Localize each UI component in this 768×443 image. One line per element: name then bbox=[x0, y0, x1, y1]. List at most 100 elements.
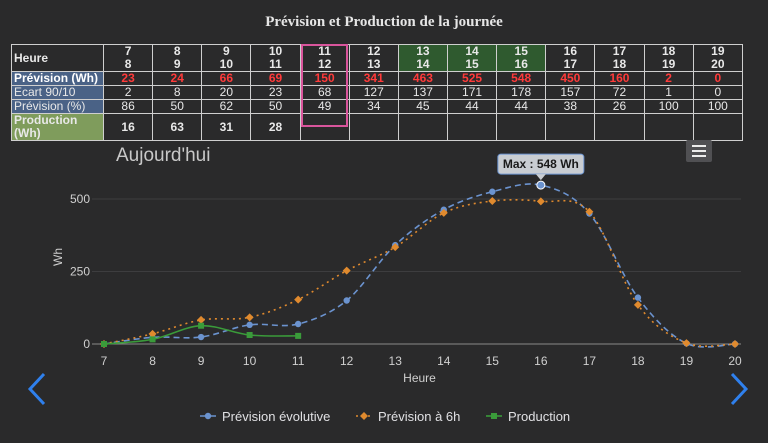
hour-to: 19 bbox=[661, 57, 676, 71]
hour-from: 18 bbox=[661, 44, 676, 58]
table-cell: 1 bbox=[643, 85, 694, 100]
tooltip-text: Max : 548 Wh bbox=[503, 157, 579, 171]
table-cell: 20 bbox=[201, 85, 252, 100]
page-title: Prévision et Production de la journée bbox=[265, 14, 503, 30]
table-cell: 86 bbox=[102, 99, 154, 114]
x-tick-label: 18 bbox=[631, 354, 645, 368]
data-point bbox=[731, 340, 739, 348]
data-point bbox=[633, 300, 642, 309]
table-row: Prévision (Wh) 23 24 66 69 150 341 463 525 548 450… bbox=[11, 71, 744, 86]
legend-marker bbox=[491, 413, 497, 419]
x-tick-label: 10 bbox=[243, 354, 257, 368]
hour-to: 13 bbox=[367, 57, 381, 71]
hour-cell: 16 17 bbox=[545, 44, 596, 72]
table-cell: 137 bbox=[397, 85, 448, 100]
data-point bbox=[295, 332, 302, 339]
table-cell bbox=[299, 113, 350, 141]
data-point bbox=[197, 315, 206, 324]
table-cell: 44 bbox=[496, 99, 547, 114]
table-cell: 38 bbox=[545, 99, 596, 114]
data-point bbox=[245, 313, 254, 322]
row-label: Prévision (%) bbox=[11, 99, 104, 114]
previous-arrow-icon[interactable] bbox=[26, 372, 50, 406]
table-cell bbox=[348, 113, 399, 141]
table-cell: 49 bbox=[299, 99, 350, 114]
y-tick-label: 0 bbox=[83, 337, 90, 351]
legend-marker bbox=[360, 412, 368, 420]
table-cell: 525 bbox=[446, 71, 498, 86]
x-tick-label: 13 bbox=[389, 354, 403, 368]
table-cell: 50 bbox=[250, 99, 301, 114]
hour-cell: 11 12 bbox=[299, 44, 350, 72]
table-cell: 150 bbox=[299, 71, 350, 86]
legend-item[interactable]: Prévision évolutive bbox=[222, 409, 330, 424]
hour-cell: 14 15 bbox=[446, 44, 498, 72]
hour-to: 12 bbox=[317, 57, 332, 71]
x-tick-label: 9 bbox=[198, 354, 205, 368]
hour-from: 10 bbox=[268, 44, 283, 58]
table-cell bbox=[643, 113, 694, 141]
series-line-0 bbox=[103, 183, 736, 348]
x-tick-label: 12 bbox=[340, 354, 354, 368]
data-point bbox=[101, 341, 107, 347]
data-point bbox=[439, 208, 448, 217]
next-arrow-icon[interactable] bbox=[726, 372, 750, 406]
table-cell: 100 bbox=[643, 99, 694, 114]
x-tick-label: 16 bbox=[534, 354, 548, 368]
y-tick-label: 250 bbox=[70, 265, 90, 279]
x-tick-label: 14 bbox=[437, 354, 451, 368]
data-point bbox=[197, 333, 205, 341]
hour-cell: 13 14 bbox=[397, 44, 448, 72]
hour-from: 14 bbox=[465, 44, 479, 58]
table-cell: 24 bbox=[152, 71, 203, 86]
hour-cell: 18 19 bbox=[643, 44, 694, 72]
table-cell: 450 bbox=[545, 71, 596, 86]
row-label: Ecart 90/10 bbox=[11, 85, 104, 100]
x-tick-label: 20 bbox=[728, 354, 742, 368]
x-tick-label: 15 bbox=[486, 354, 500, 368]
chart-menu-button[interactable] bbox=[686, 140, 712, 162]
table-cell: 127 bbox=[348, 85, 399, 100]
table-cell: 72 bbox=[594, 85, 645, 100]
hour-from: 19 bbox=[711, 44, 725, 58]
x-tick-label: 11 bbox=[292, 354, 305, 368]
x-tick-label: 17 bbox=[583, 354, 597, 368]
hour-from: 17 bbox=[612, 44, 627, 58]
hour-to: 18 bbox=[612, 57, 627, 71]
legend-marker bbox=[204, 412, 212, 420]
data-point bbox=[149, 336, 156, 343]
x-tick-label: 8 bbox=[149, 354, 156, 368]
hour-cell: 12 13 bbox=[348, 44, 399, 72]
table-cell bbox=[446, 113, 498, 141]
data-point bbox=[294, 295, 303, 304]
table-row: Ecart 90/10 2 8 20 23 68 127 137 171 178 157 72 1 0 bbox=[11, 85, 744, 100]
legend-item[interactable]: Production bbox=[508, 409, 570, 424]
table-cell: 68 bbox=[299, 85, 350, 100]
table-cell: 23 bbox=[250, 85, 301, 100]
hour-cell: 9 10 bbox=[201, 44, 252, 72]
table-cell: 100 bbox=[692, 99, 744, 114]
table-cell: 0 bbox=[692, 71, 744, 86]
hour-to: 14 bbox=[416, 57, 430, 71]
hour-from: 8 bbox=[173, 44, 181, 58]
hour-to: 17 bbox=[563, 57, 578, 71]
table-cell: 0 bbox=[692, 85, 744, 100]
hour-from: 13 bbox=[416, 44, 430, 58]
data-point bbox=[536, 197, 545, 206]
table-cell: 171 bbox=[446, 85, 498, 100]
data-point bbox=[489, 188, 496, 195]
max-point-marker bbox=[536, 180, 546, 190]
forecast-table: Heure 7 8 8 9 9 10 10 11 11 12 12 13 13 14 14 15 15 16 16 17… bbox=[11, 44, 744, 141]
table-cell: 69 bbox=[250, 71, 301, 86]
x-tick-label: 19 bbox=[680, 354, 694, 368]
x-axis-label: Heure bbox=[403, 371, 436, 385]
data-point bbox=[343, 297, 350, 304]
table-cell: 34 bbox=[348, 99, 399, 114]
table-cell: 63 bbox=[152, 113, 203, 141]
hour-to: 9 bbox=[173, 57, 181, 71]
table-cell bbox=[594, 113, 645, 141]
legend-item[interactable]: Prévision à 6h bbox=[378, 409, 460, 424]
table-cell: 44 bbox=[446, 99, 498, 114]
